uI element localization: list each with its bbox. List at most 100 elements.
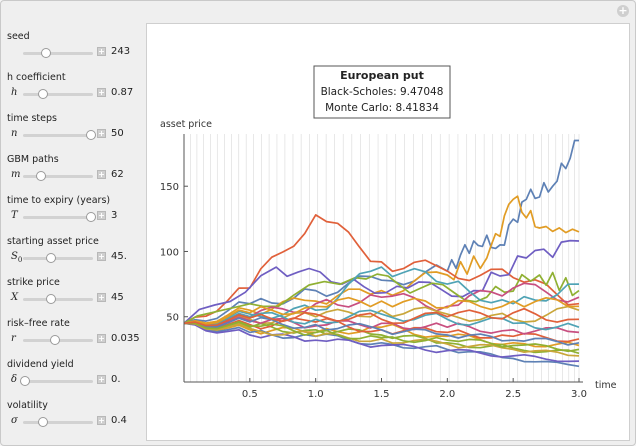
plus-icon[interactable]: + — [97, 334, 106, 343]
gbm-path — [183, 266, 580, 326]
control-value: 0. — [111, 374, 121, 385]
plus-icon[interactable]: + — [97, 375, 106, 384]
slider-track[interactable] — [23, 212, 96, 222]
gbm-path — [183, 316, 580, 346]
control-symbol: T — [11, 210, 18, 221]
control-symbol: δ — [11, 374, 18, 385]
slider-track[interactable] — [23, 48, 93, 58]
slider-knob[interactable] — [35, 171, 46, 181]
slider-track[interactable] — [23, 417, 93, 427]
gbm-path — [183, 271, 580, 325]
control-seed: seed +243 — [5, 31, 139, 72]
control-value: 3 — [111, 210, 118, 221]
control-label: time to expiry (years) — [7, 195, 111, 206]
plus-circle-icon[interactable]: + — [617, 4, 629, 17]
control-value: 0.035 — [111, 333, 140, 344]
x-tick-label: 2.5 — [505, 389, 521, 400]
gbm-path — [183, 322, 580, 355]
plus-icon[interactable]: + — [97, 252, 106, 261]
slider-track[interactable] — [20, 376, 93, 386]
gbm-path — [183, 316, 580, 335]
gbm-path — [183, 239, 580, 324]
slider-knob[interactable] — [46, 253, 56, 263]
control-row: δ +0. — [5, 374, 139, 388]
slider-knob[interactable] — [41, 48, 52, 58]
y-tick-label: 50 — [166, 313, 179, 324]
control-dividend-yield: dividend yield δ +0. — [5, 359, 139, 400]
control-row: m +62 — [5, 169, 139, 183]
y-tick-label: 100 — [160, 247, 179, 258]
y-axis-label: asset price — [160, 119, 212, 130]
control-row: X +45 — [5, 292, 139, 306]
control-row: σ +0.4 — [5, 415, 139, 429]
control-value: 0.87 — [111, 87, 134, 98]
control-label: h coefficient — [7, 72, 66, 83]
x-tick-label: 2.0 — [439, 389, 455, 400]
gbm-path — [183, 322, 580, 348]
control-symbol: h — [11, 87, 18, 98]
plus-icon[interactable]: + — [97, 170, 106, 179]
subscript-zero: 0 — [17, 256, 23, 264]
slider-track[interactable] — [23, 294, 93, 304]
plus-icon[interactable]: + — [97, 47, 106, 56]
slider-knob[interactable] — [20, 376, 31, 386]
slider-knob[interactable] — [37, 89, 48, 99]
black-scholes-value: Black-Scholes: 9.47048 — [321, 86, 444, 98]
control-value: 243 — [111, 46, 131, 57]
control-label: GBM paths — [7, 154, 59, 165]
slider-knob[interactable] — [49, 335, 60, 345]
control-strike-price: strike price X +45 — [5, 277, 139, 318]
plus-icon[interactable]: + — [97, 416, 106, 425]
control-value: 50 — [111, 128, 124, 139]
monte-carlo-value: Monte Carlo: 8.41834 — [325, 102, 439, 114]
control-label: starting asset price — [7, 236, 99, 247]
x-tick-label: 1.0 — [308, 389, 324, 400]
gbm-path — [183, 322, 580, 357]
control-risk-free-rate: risk–free rate r +0.035 — [5, 318, 140, 359]
control-starting-asset-price: starting asset price S0 +45. — [5, 236, 139, 277]
slider-track[interactable] — [23, 89, 93, 99]
control-label: volatility — [7, 400, 48, 411]
plus-icon[interactable]: + — [97, 293, 106, 302]
y-tick-label: 150 — [160, 182, 179, 193]
x-axis-label: time — [595, 380, 617, 391]
x-tick-label: 1.5 — [374, 389, 390, 400]
slider-track[interactable] — [23, 130, 96, 140]
control-label: strike price — [7, 277, 60, 288]
x-tick-label: 3.0 — [571, 389, 587, 400]
control-gbm-paths: GBM paths m +62 — [5, 154, 139, 195]
control-row: h +0.87 — [5, 87, 139, 101]
gbm-path — [183, 305, 580, 327]
plus-icon[interactable]: + — [97, 88, 106, 97]
control-row: T +3 — [5, 210, 139, 224]
slider-knob[interactable] — [37, 417, 48, 427]
control-value: 45. — [111, 251, 127, 262]
slider-track[interactable] — [23, 335, 93, 345]
slider-track[interactable] — [23, 253, 93, 263]
control-value: 0.4 — [111, 415, 127, 426]
control-row: n +50 — [5, 128, 139, 142]
control-value: 45 — [111, 292, 124, 303]
plus-icon[interactable]: + — [97, 129, 106, 138]
gbm-path — [183, 307, 580, 327]
control-label: seed — [7, 31, 30, 42]
slider-track[interactable] — [23, 171, 93, 181]
plus-icon[interactable]: + — [97, 211, 106, 220]
control-symbol: n — [11, 128, 18, 139]
slider-knob[interactable] — [85, 130, 96, 140]
control-symbol: σ — [11, 415, 18, 426]
control-row: +243 — [5, 46, 139, 60]
control-symbol: S0 — [11, 251, 23, 264]
x-tick-label: 0.5 — [242, 389, 258, 400]
control-symbol: m — [11, 169, 21, 180]
control-row: r +0.035 — [5, 333, 140, 347]
control-symbol: X — [11, 292, 19, 303]
control-label: time steps — [7, 113, 57, 124]
gbm-paths-chart: 0.5 1.0 1.5 2.0 2.5 3.0 50 100 150 asset price tim… — [160, 65, 617, 400]
controls-panel: seed +243 h coefficient h +0.87 time steps n +5… — [5, 31, 140, 441]
gbm-path — [183, 296, 580, 325]
slider-knob[interactable] — [46, 294, 56, 304]
control-h-coefficient: h coefficient h +0.87 — [5, 72, 139, 113]
slider-knob[interactable] — [85, 212, 96, 222]
